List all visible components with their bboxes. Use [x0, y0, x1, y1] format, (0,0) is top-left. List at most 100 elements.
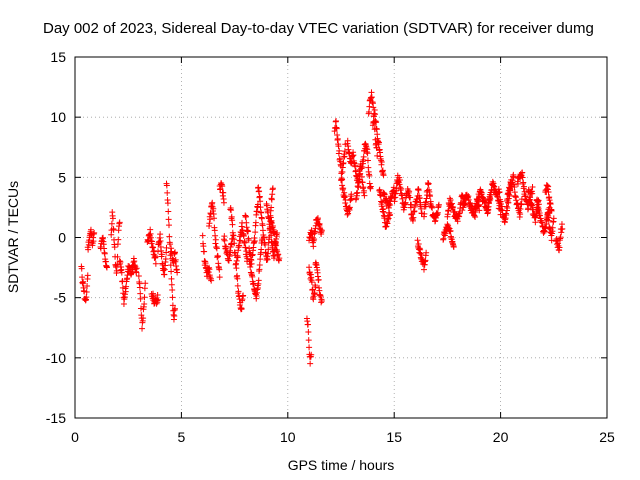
data-point	[164, 189, 171, 196]
data-point	[258, 246, 265, 253]
data-point	[83, 288, 90, 295]
data-point	[116, 219, 123, 226]
data-point	[334, 135, 341, 142]
data-point	[83, 294, 90, 301]
data-point	[334, 131, 341, 138]
data-point	[231, 240, 238, 247]
data-point	[101, 250, 108, 257]
data-point	[84, 283, 91, 290]
data-point	[207, 216, 214, 223]
data-point	[257, 204, 264, 211]
data-point	[415, 240, 422, 247]
data-point	[318, 297, 325, 304]
data-point	[141, 294, 148, 301]
data-point	[341, 148, 348, 155]
data-point	[225, 257, 232, 264]
data-point	[268, 232, 275, 239]
data-point	[167, 241, 174, 248]
data-point	[358, 165, 365, 172]
data-point	[234, 254, 241, 261]
x-tick-label: 20	[493, 429, 509, 445]
data-point	[142, 280, 149, 287]
data-point	[269, 185, 276, 192]
y-tick-label: 10	[50, 109, 66, 125]
data-point	[367, 183, 374, 190]
data-point	[108, 220, 115, 227]
data-point	[163, 182, 170, 189]
data-point	[373, 118, 380, 125]
data-point	[136, 284, 143, 291]
data-point	[245, 228, 252, 235]
data-point	[357, 170, 364, 177]
data-point	[80, 278, 87, 285]
data-point	[377, 192, 384, 199]
data-point	[199, 232, 206, 239]
data-point	[374, 152, 381, 159]
data-point	[160, 265, 167, 272]
data-point	[559, 225, 566, 232]
data-point	[361, 192, 368, 199]
data-point	[318, 227, 325, 234]
data-point	[137, 290, 144, 297]
data-point	[465, 196, 472, 203]
data-point	[354, 189, 361, 196]
data-point	[511, 184, 518, 191]
data-point	[210, 205, 217, 212]
x-axis-label: GPS time / hours	[288, 457, 395, 473]
data-point	[165, 208, 172, 215]
data-point	[226, 253, 233, 260]
data-point	[525, 188, 532, 195]
x-tick-label: 0	[71, 429, 79, 445]
data-point	[216, 266, 223, 273]
data-point	[396, 176, 403, 183]
data-point	[422, 257, 429, 264]
data-point	[154, 248, 161, 255]
data-point	[169, 302, 176, 309]
data-point	[268, 196, 275, 203]
data-point	[543, 221, 550, 228]
data-point	[137, 295, 144, 302]
data-point	[200, 243, 207, 250]
data-point	[201, 248, 208, 255]
data-point	[402, 199, 409, 206]
y-tick-label: -15	[46, 410, 66, 426]
data-point	[162, 256, 169, 263]
data-point	[233, 265, 240, 272]
data-point	[166, 233, 173, 240]
data-point	[220, 189, 227, 196]
data-point	[425, 180, 432, 187]
data-point	[517, 211, 524, 218]
data-point	[532, 214, 539, 221]
data-point	[378, 159, 385, 166]
data-point	[427, 193, 434, 200]
chart-title: Day 002 of 2023, Sidereal Day-to-day VTE…	[43, 20, 594, 37]
data-point	[171, 312, 178, 319]
data-point	[211, 215, 218, 222]
data-point	[245, 237, 252, 244]
data-point	[157, 238, 164, 245]
data-point	[391, 198, 398, 205]
data-point	[244, 255, 251, 262]
axis-ticks: 0 5 10 15 20 25 -15 -10 -5 0 5 10 15	[46, 49, 615, 445]
data-point	[557, 234, 564, 241]
data-point	[87, 226, 94, 233]
data-point	[529, 183, 536, 190]
data-point	[305, 321, 312, 328]
data-point	[305, 328, 312, 335]
data-point	[264, 256, 271, 263]
data-point	[255, 277, 262, 284]
data-point	[238, 306, 245, 313]
data-points	[78, 89, 566, 367]
y-tick-label: -10	[46, 350, 66, 366]
data-point	[520, 179, 527, 186]
data-point	[468, 203, 475, 210]
data-point	[372, 111, 379, 118]
data-point	[169, 286, 176, 293]
data-point	[375, 139, 382, 146]
data-point	[168, 275, 175, 282]
data-point	[114, 253, 121, 260]
data-point	[517, 206, 524, 213]
data-point	[359, 164, 366, 171]
x-tick-label: 5	[178, 429, 186, 445]
